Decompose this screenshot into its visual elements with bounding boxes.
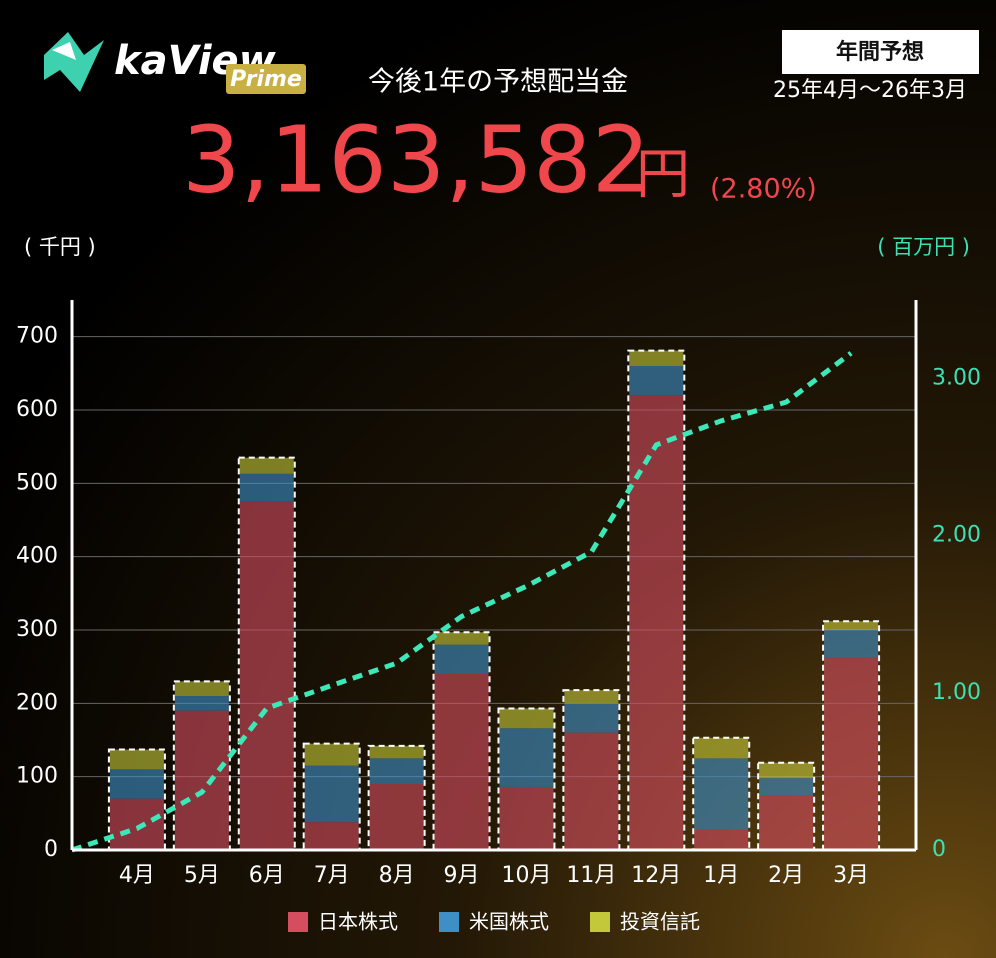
total-unit: 円: [636, 143, 690, 206]
bar-segment: [109, 769, 164, 799]
x-tick-label: 11月: [566, 863, 616, 888]
bar-segment: [694, 829, 749, 850]
legend-swatch: [288, 912, 308, 932]
bar-segment: [239, 473, 294, 502]
bar-total-outline: [692, 736, 751, 851]
bar-segment: [564, 703, 619, 733]
y2-tick-label: 2.00: [932, 523, 981, 548]
legend-swatch: [590, 912, 610, 932]
bar-segment: [499, 708, 554, 729]
period-badge-bg: [782, 30, 979, 74]
y-tick-label: 0: [44, 837, 58, 862]
y-tick-label: 200: [16, 690, 58, 715]
logo-badge: Prime: [230, 67, 302, 92]
bar-segment: [304, 743, 359, 766]
y-tick-label: 600: [16, 397, 58, 422]
legend-label: 投資信託: [620, 910, 700, 934]
y2-tick-label: 0: [932, 837, 946, 862]
bar-segment: [109, 798, 164, 850]
total: 3,163,582: [182, 106, 650, 213]
bar-segment: [174, 710, 229, 850]
bar-segment: [174, 681, 229, 696]
bar-segment: [759, 795, 814, 850]
bar-segment: [564, 732, 619, 850]
y2-axis-label: ( 百万円 ): [877, 235, 970, 259]
yield: (2.80%): [710, 174, 817, 205]
x-tick-label: 6月: [249, 863, 285, 888]
y-tick-label: 400: [16, 544, 58, 569]
y-tick-label: 500: [16, 470, 58, 495]
bar-total-outline: [237, 456, 296, 851]
x-tick-label: 5月: [184, 863, 220, 888]
legend-label: 日本株式: [318, 910, 398, 934]
bar-segment: [759, 778, 814, 795]
bar-segment: [824, 657, 879, 850]
y-tick-label: 300: [16, 617, 58, 642]
logo-icon-accent: [52, 42, 76, 60]
x-tick-label: 3月: [833, 863, 869, 888]
bar-segment: [629, 395, 684, 850]
logo: kaView Prime: [44, 32, 306, 94]
y-tick-label: 100: [16, 764, 58, 789]
bar-segment: [304, 822, 359, 850]
x-tick-label: 10月: [501, 863, 551, 888]
x-tick-label: 9月: [444, 863, 480, 888]
bar-segment: [109, 749, 164, 770]
period-badge: 年間予想: [836, 39, 924, 65]
bar-segment: [434, 674, 489, 850]
x-tick-label: 1月: [703, 863, 739, 888]
cumulative-line: [71, 351, 853, 853]
bar-segment: [499, 728, 554, 787]
legend-label: 米国株式: [469, 910, 549, 934]
y2-tick-label: 1.00: [932, 680, 981, 705]
y-axis-label: ( 千円 ): [24, 235, 96, 259]
bar-segment: [564, 690, 619, 704]
bar-segment: [824, 630, 879, 658]
bar-segment: [629, 350, 684, 366]
bar-segment: [239, 501, 294, 850]
period: 25年4月～26年3月: [773, 78, 967, 103]
chart-title: 今後1年の予想配当金: [368, 67, 628, 98]
x-tick-label: 7月: [314, 863, 350, 888]
bar-segment: [369, 745, 424, 759]
legend-swatch: [439, 912, 459, 932]
logo-badge-bg: [226, 64, 306, 94]
bar-segment: [239, 457, 294, 474]
bar-segment: [369, 784, 424, 850]
bar-segment: [369, 758, 424, 784]
bar-segment: [824, 621, 879, 630]
bar-segment: [434, 644, 489, 674]
bar-segment: [434, 632, 489, 645]
bar-segment: [759, 762, 814, 779]
bar-segment: [629, 366, 684, 396]
bar-segment: [499, 786, 554, 850]
x-tick-label: 2月: [768, 863, 804, 888]
x-tick-label: 4月: [119, 863, 155, 888]
x-tick-label: 8月: [379, 863, 415, 888]
bar-segment: [694, 737, 749, 759]
y2-tick-label: 3.00: [932, 366, 981, 391]
bar-segment: [174, 696, 229, 711]
bar-segment: [304, 765, 359, 823]
bar-segment: [694, 758, 749, 830]
x-tick-label: 12月: [631, 863, 681, 888]
y-tick-label: 700: [16, 324, 58, 349]
